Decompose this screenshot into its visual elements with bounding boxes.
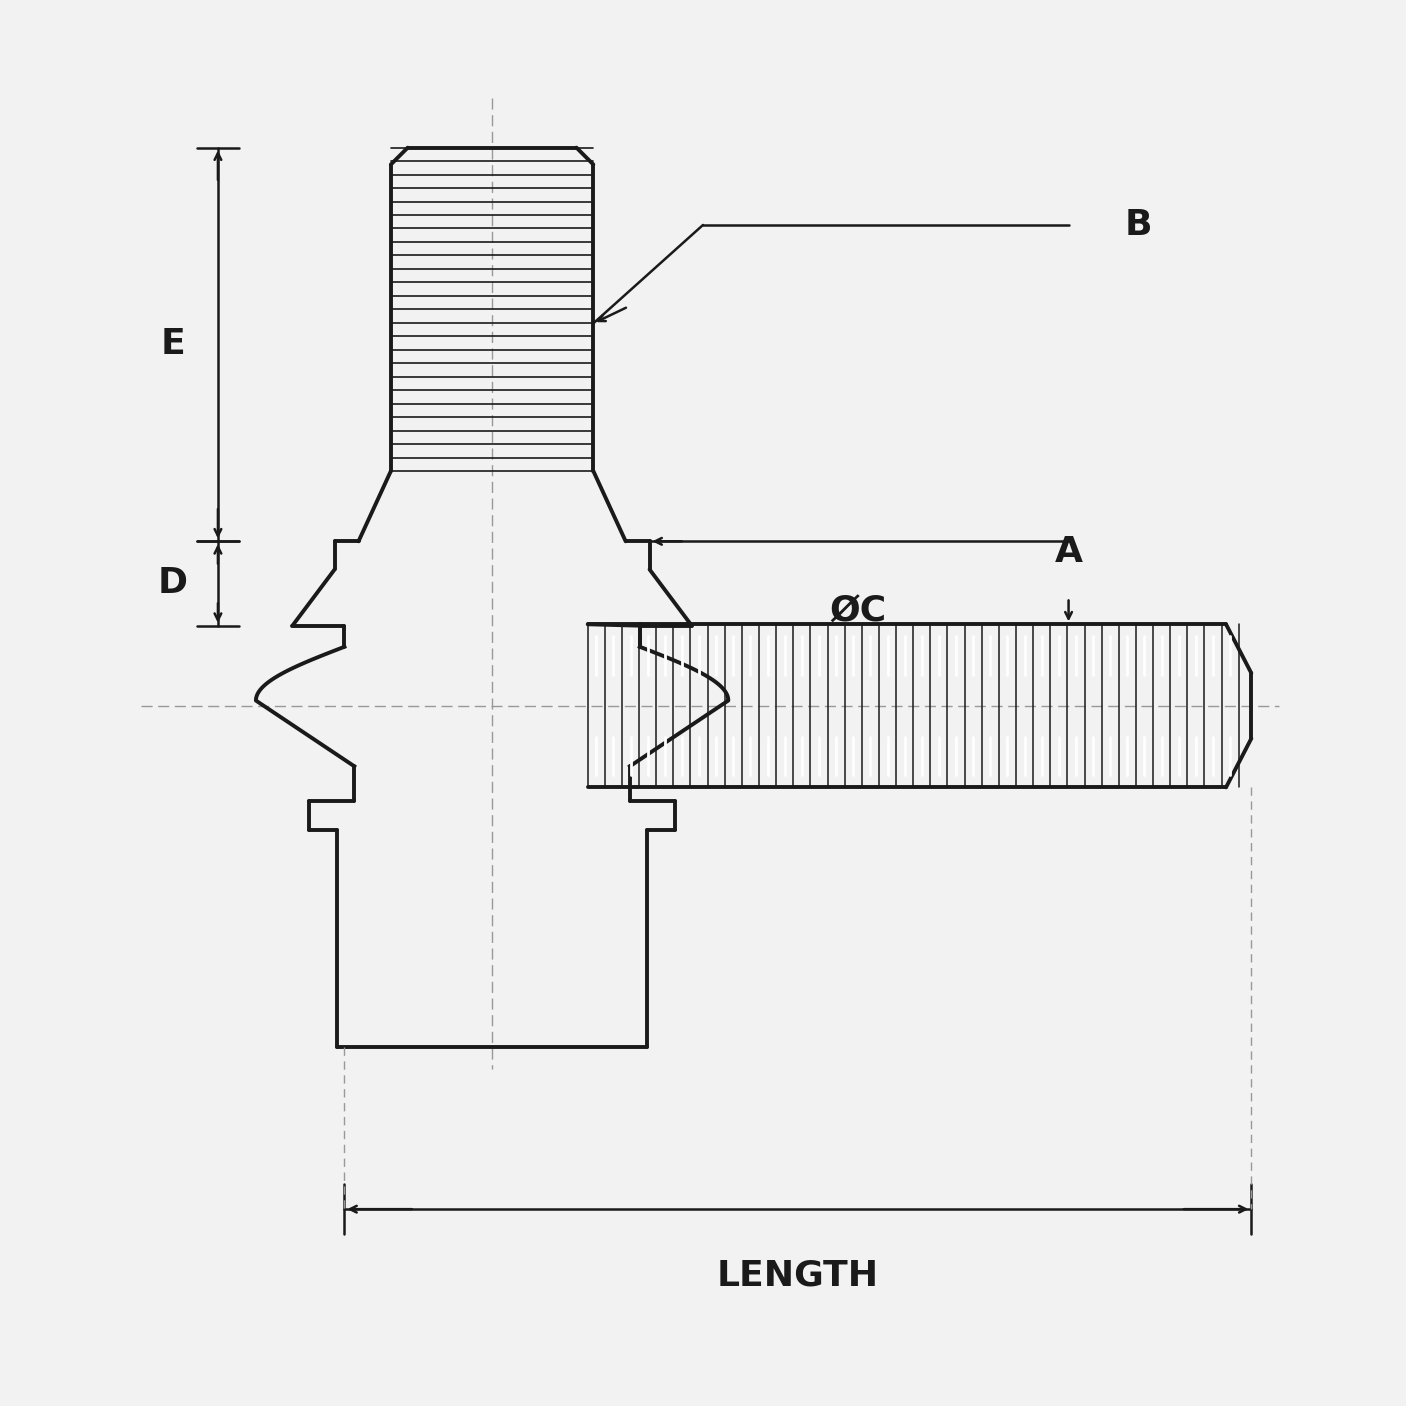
Text: LENGTH: LENGTH <box>717 1258 879 1292</box>
Text: E: E <box>160 328 186 361</box>
Text: ØC: ØC <box>830 595 887 628</box>
Text: D: D <box>157 567 188 600</box>
Text: A: A <box>1054 536 1083 569</box>
Text: B: B <box>1125 208 1153 242</box>
